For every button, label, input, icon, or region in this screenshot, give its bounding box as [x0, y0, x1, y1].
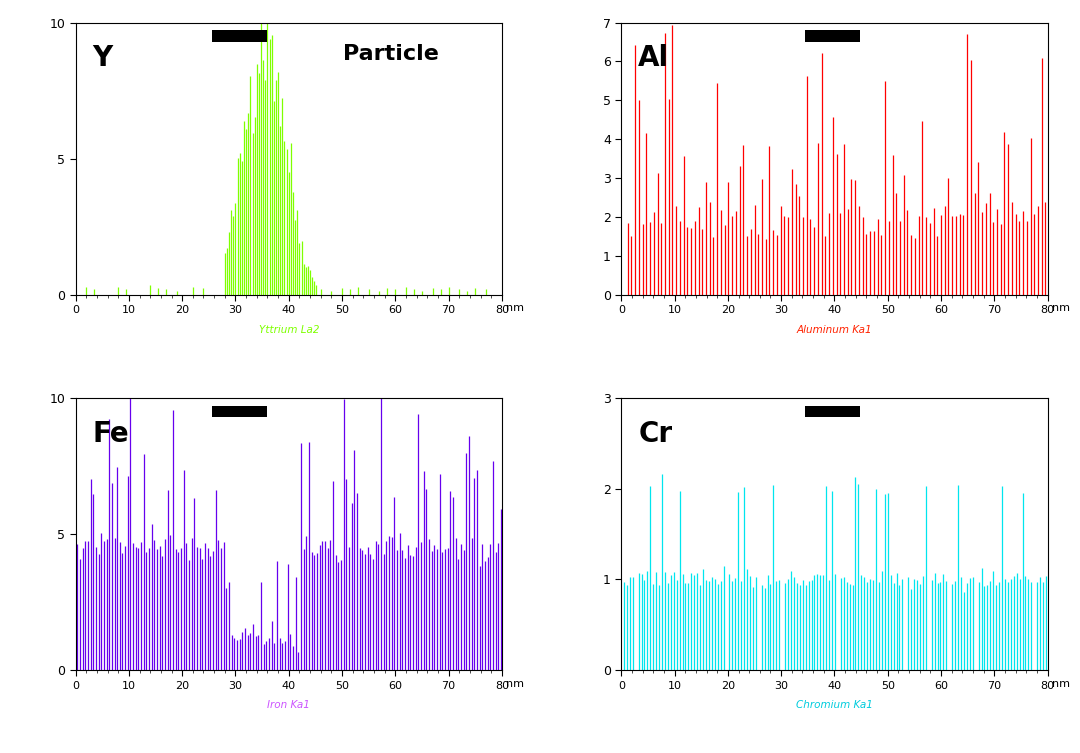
- Text: Yttrium La2: Yttrium La2: [258, 325, 319, 334]
- Text: Aluminum Ka1: Aluminum Ka1: [797, 325, 873, 334]
- Bar: [212, 30, 268, 41]
- Bar: [805, 30, 860, 41]
- Text: nm: nm: [1052, 303, 1070, 313]
- Bar: [212, 406, 268, 417]
- Text: Al: Al: [638, 44, 670, 72]
- Text: Fe: Fe: [93, 420, 130, 448]
- Text: nm: nm: [1052, 678, 1070, 689]
- Bar: [805, 406, 860, 417]
- Text: Particle: Particle: [343, 44, 438, 64]
- Text: nm: nm: [507, 303, 524, 313]
- Text: Chromium Ka1: Chromium Ka1: [796, 700, 873, 710]
- Text: Y: Y: [93, 44, 113, 72]
- Text: Cr: Cr: [638, 420, 673, 448]
- Text: nm: nm: [507, 678, 524, 689]
- Text: Iron Ka1: Iron Ka1: [268, 700, 310, 710]
